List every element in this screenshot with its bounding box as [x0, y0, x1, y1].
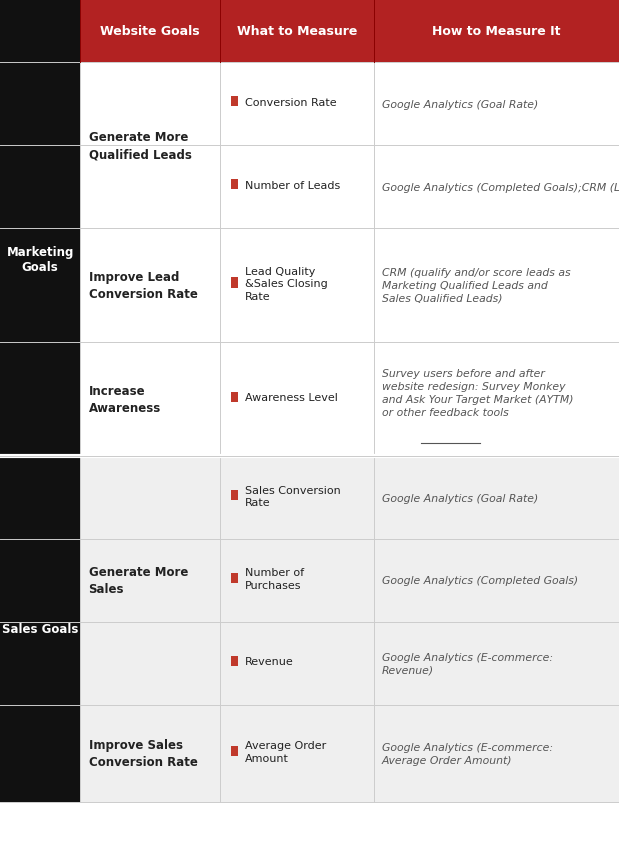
FancyBboxPatch shape: [220, 343, 374, 457]
FancyBboxPatch shape: [220, 63, 374, 146]
Text: Google Analytics (E-commerce:
Revenue): Google Analytics (E-commerce: Revenue): [382, 652, 553, 674]
FancyBboxPatch shape: [80, 343, 220, 457]
FancyBboxPatch shape: [231, 573, 238, 583]
Text: What to Measure: What to Measure: [237, 25, 357, 38]
FancyBboxPatch shape: [374, 229, 619, 343]
Text: Google Analytics (Completed Goals);CRM (Lead count): Google Analytics (Completed Goals);CRM (…: [382, 182, 619, 192]
Text: Generate More
Sales: Generate More Sales: [89, 565, 188, 596]
Text: CRM (qualify and/or score leads as
Marketing Qualified Leads and
Sales Qualified: CRM (qualify and/or score leads as Marke…: [382, 268, 571, 304]
Text: Website Goals: Website Goals: [100, 25, 200, 38]
Text: Number of Leads: Number of Leads: [245, 181, 340, 191]
FancyBboxPatch shape: [80, 705, 220, 802]
Text: Google Analytics (Completed Goals): Google Analytics (Completed Goals): [382, 576, 578, 586]
Text: Awareness Level: Awareness Level: [245, 393, 338, 403]
Text: How to Measure It: How to Measure It: [433, 25, 561, 38]
FancyBboxPatch shape: [220, 539, 374, 622]
FancyBboxPatch shape: [220, 622, 374, 705]
FancyBboxPatch shape: [80, 229, 220, 343]
Text: Marketing
Goals: Marketing Goals: [7, 246, 74, 274]
FancyBboxPatch shape: [231, 745, 238, 755]
Text: Sales Goals: Sales Goals: [2, 623, 79, 636]
FancyBboxPatch shape: [0, 457, 80, 802]
Text: Google Analytics (Goal Rate): Google Analytics (Goal Rate): [382, 100, 538, 110]
FancyBboxPatch shape: [374, 622, 619, 705]
Text: Improve Lead
Conversion Rate: Improve Lead Conversion Rate: [89, 271, 197, 300]
Text: Increase
Awareness: Increase Awareness: [89, 385, 161, 414]
Text: Average Order
Amount: Average Order Amount: [245, 740, 326, 763]
FancyBboxPatch shape: [0, 0, 80, 63]
FancyBboxPatch shape: [374, 63, 619, 146]
FancyBboxPatch shape: [374, 457, 619, 539]
FancyBboxPatch shape: [220, 146, 374, 229]
Text: Survey users before and after
website redesign: Survey Monkey
and Ask Your Targe: Survey users before and after website re…: [382, 369, 573, 417]
FancyBboxPatch shape: [80, 63, 220, 229]
Text: Google Analytics (Goal Rate): Google Analytics (Goal Rate): [382, 493, 538, 503]
FancyBboxPatch shape: [231, 490, 238, 500]
FancyBboxPatch shape: [231, 656, 238, 666]
FancyBboxPatch shape: [231, 97, 238, 107]
Text: Improve Sales
Conversion Rate: Improve Sales Conversion Rate: [89, 738, 197, 768]
FancyBboxPatch shape: [231, 278, 238, 288]
FancyBboxPatch shape: [220, 0, 374, 63]
FancyBboxPatch shape: [220, 457, 374, 539]
FancyBboxPatch shape: [231, 180, 238, 190]
FancyBboxPatch shape: [80, 0, 220, 63]
Text: Conversion Rate: Conversion Rate: [245, 98, 337, 108]
FancyBboxPatch shape: [0, 63, 80, 457]
Text: Revenue: Revenue: [245, 657, 294, 667]
Text: Lead Quality
&Sales Closing
Rate: Lead Quality &Sales Closing Rate: [245, 267, 328, 301]
FancyBboxPatch shape: [374, 146, 619, 229]
FancyBboxPatch shape: [374, 343, 619, 457]
FancyBboxPatch shape: [231, 392, 238, 402]
Text: Number of
Purchases: Number of Purchases: [245, 568, 305, 590]
FancyBboxPatch shape: [220, 705, 374, 802]
Text: Generate More
Qualified Leads: Generate More Qualified Leads: [89, 131, 191, 161]
Text: Google Analytics (E-commerce:
Average Order Amount): Google Analytics (E-commerce: Average Or…: [382, 742, 553, 765]
FancyBboxPatch shape: [374, 539, 619, 622]
FancyBboxPatch shape: [374, 705, 619, 802]
Text: Sales Conversion
Rate: Sales Conversion Rate: [245, 485, 341, 507]
FancyBboxPatch shape: [80, 457, 220, 705]
FancyBboxPatch shape: [374, 0, 619, 63]
FancyBboxPatch shape: [220, 229, 374, 343]
